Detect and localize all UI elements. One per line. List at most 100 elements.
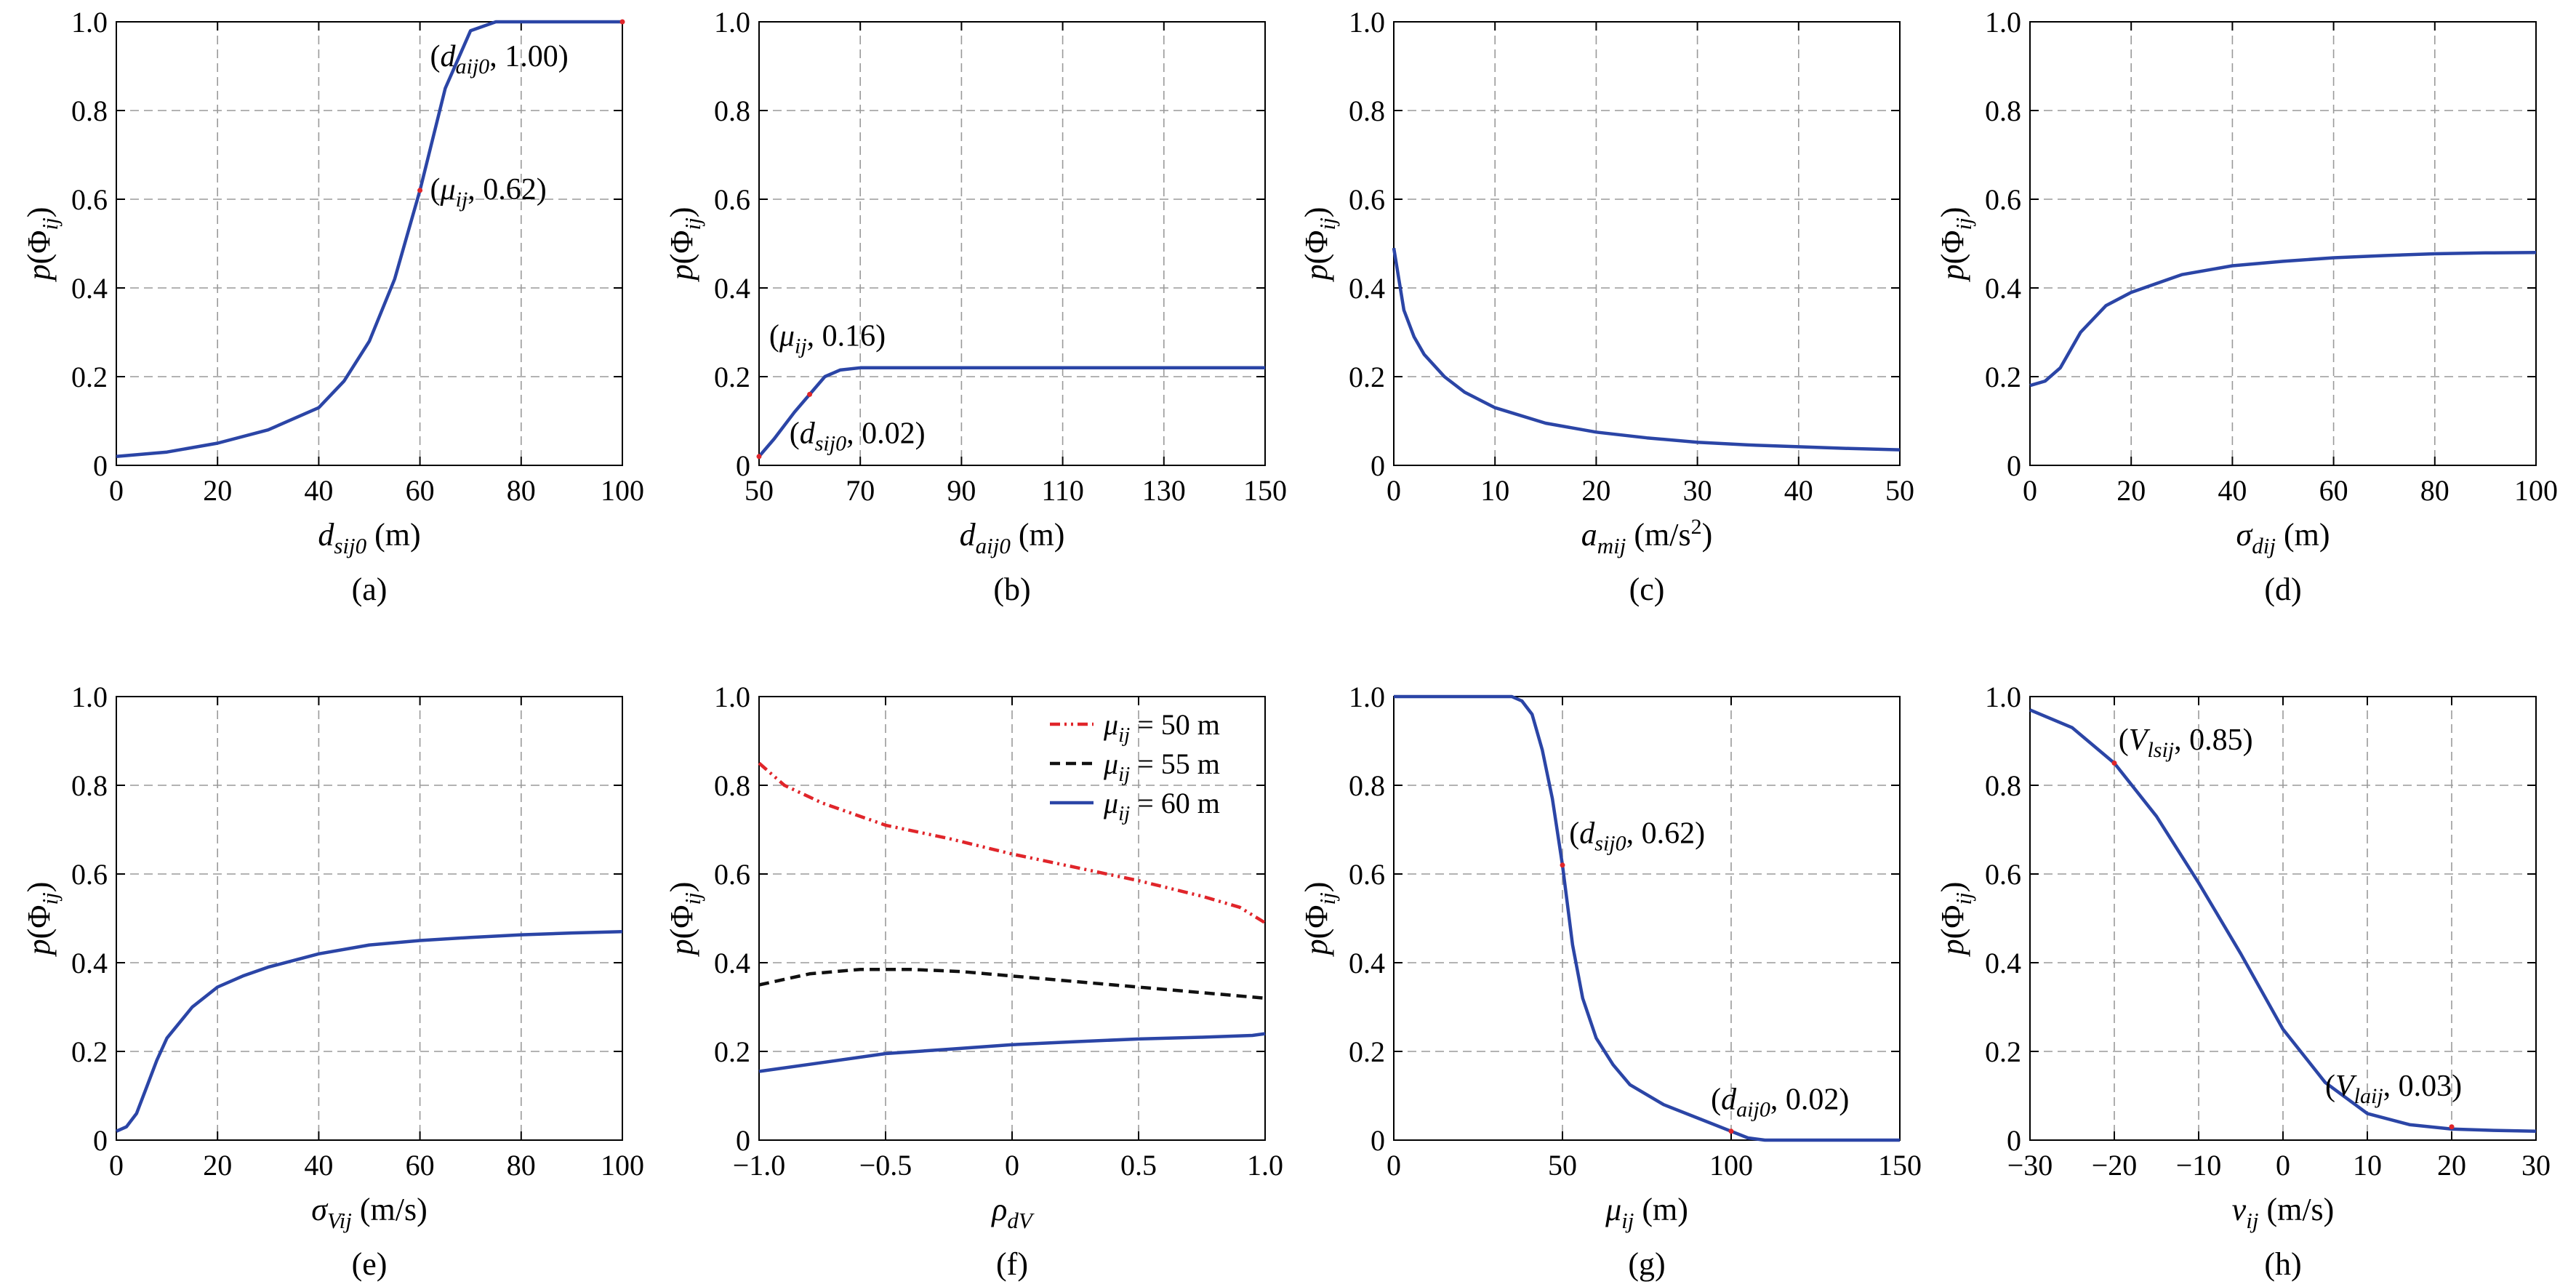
panel-caption: (h) [2264, 1246, 2301, 1282]
marker-point [807, 391, 813, 397]
x-tick-label: 90 [947, 474, 976, 507]
panel-e: 0 20 40 60 80 100 0 0.2 0.4 0.6 0.8 1.0 p(Φij) σVij (… [21, 681, 644, 1282]
y-tick-label: 0 [93, 449, 108, 482]
y-tick-label: 0.4 [714, 947, 750, 979]
annotation-label: (dsij0, 0.02) [790, 417, 926, 456]
y-tick-label: 0.8 [71, 769, 108, 802]
marker-point [756, 454, 762, 460]
x-tick-label: 50 [745, 474, 774, 507]
legend-label: μij = 50 m [1103, 708, 1220, 747]
x-tick-label: 20 [203, 1149, 232, 1182]
x-tick-label: 30 [2521, 1149, 2551, 1182]
x-tick-label: 0 [1005, 1149, 1019, 1182]
y-tick-label: 0.8 [714, 769, 750, 802]
x-tick-label: 30 [1683, 474, 1712, 507]
series-line-2 [758, 1032, 1266, 1073]
x-tick-label: 10 [2353, 1149, 2382, 1182]
x-tick-label: 100 [601, 1149, 644, 1182]
panel-caption: (f) [996, 1246, 1028, 1282]
marker-point [417, 188, 423, 193]
x-axis-label: vij (m/s) [2232, 1192, 2335, 1233]
series-line-0 [1392, 247, 1901, 452]
x-axis-label: amij (m/s2) [1581, 515, 1713, 558]
y-tick-label: 0.8 [714, 95, 750, 127]
y-tick-label: 1.0 [71, 681, 108, 713]
y-tick-label: 0.6 [71, 858, 108, 891]
y-tick-label: 0.4 [714, 272, 750, 305]
y-tick-label: 0.6 [71, 183, 108, 216]
x-tick-label: 110 [1041, 474, 1084, 507]
y-tick-label: 0.4 [1349, 272, 1385, 305]
y-tick-label: 0.4 [1349, 947, 1385, 979]
series-line-0 [1394, 694, 1900, 1142]
annotation-label: (daij0, 0.02) [1711, 1083, 1849, 1121]
y-tick-label: 0.2 [1349, 1035, 1385, 1068]
y-tick-label: 1.0 [714, 681, 750, 713]
annotation-label: (μij, 0.16) [769, 319, 886, 358]
x-tick-label: 20 [2437, 1149, 2466, 1182]
x-tick-label: 100 [2514, 474, 2558, 507]
y-tick-label: 1.0 [1349, 6, 1385, 39]
y-tick-label: 0 [1371, 449, 1385, 482]
marker-point [2111, 761, 2117, 766]
axes-frame [758, 21, 1266, 466]
annotation-label: (μij, 0.62) [430, 173, 547, 212]
legend-label: μij = 60 m [1103, 787, 1220, 825]
x-axis-label: σVij (m/s) [311, 1192, 427, 1233]
marker-point [1560, 862, 1565, 868]
series-line-0 [758, 366, 1265, 458]
x-tick-label: 0 [109, 1149, 124, 1182]
x-tick-label: 0.5 [1120, 1149, 1157, 1182]
y-axis-label: p(Φij) [1299, 882, 1340, 958]
y-tick-label: 1.0 [1985, 6, 2021, 39]
x-tick-label: 60 [406, 474, 435, 507]
y-tick-label: 0.4 [71, 272, 108, 305]
x-tick-label: 40 [304, 474, 333, 507]
x-tick-label: −10 [2176, 1149, 2222, 1182]
x-tick-label: 60 [406, 1149, 435, 1182]
x-tick-label: 10 [1480, 474, 1509, 507]
series-line-0 [116, 20, 622, 459]
y-tick-label: 1.0 [1349, 681, 1385, 713]
x-tick-label: 0 [1387, 474, 1401, 507]
y-axis-label: p(Φij) [21, 207, 63, 283]
y-tick-label: 0.2 [714, 1035, 750, 1068]
y-tick-label: 0 [736, 449, 750, 482]
annotation-label: (Vlaij, 0.03) [2325, 1070, 2462, 1108]
x-tick-label: 100 [601, 474, 644, 507]
x-axis-label: dsij0 (m) [318, 517, 420, 558]
x-tick-label: −30 [2007, 1149, 2053, 1182]
y-tick-label: 1.0 [714, 6, 750, 39]
axes-frame [2029, 21, 2537, 466]
x-tick-label: −20 [2092, 1149, 2138, 1182]
series-line-0 [758, 761, 1267, 925]
y-tick-label: 0.2 [71, 361, 108, 393]
y-tick-label: 0.6 [714, 183, 750, 216]
x-tick-label: 130 [1142, 474, 1186, 507]
x-axis-label: μij (m) [1605, 1192, 1688, 1233]
y-axis-label: p(Φij) [664, 882, 705, 958]
x-tick-label: 50 [1548, 1149, 1577, 1182]
x-axis-label: ρdV [990, 1192, 1035, 1233]
y-axis-label: p(Φij) [1935, 882, 1976, 958]
panel-caption: (e) [352, 1246, 388, 1282]
panel-b: 50 70 90 110 130 150 0 0.2 0.4 0.6 0.8 1.0 (μij, 0.1… [664, 6, 1287, 607]
x-tick-label: 20 [2116, 474, 2146, 507]
x-tick-label: 80 [507, 474, 536, 507]
y-tick-label: 0 [736, 1124, 750, 1157]
legend-label: μij = 55 m [1103, 747, 1220, 786]
x-tick-label: 100 [1709, 1149, 1753, 1182]
annotation-label: (Vlsij, 0.85) [2119, 723, 2253, 762]
y-tick-label: 0.2 [1985, 361, 2021, 393]
panel-a: 0 20 40 60 80 100 0 0.2 0.4 0.6 0.8 1.0 (daij0, 1.00… [21, 6, 644, 607]
panel-caption: (c) [1629, 572, 1665, 607]
x-tick-label: 0 [2023, 474, 2037, 507]
x-tick-label: 0 [109, 474, 124, 507]
panel-caption: (b) [993, 572, 1030, 607]
y-axis-label: p(Φij) [664, 207, 705, 283]
y-tick-label: 0.8 [1349, 769, 1385, 802]
x-tick-label: 80 [2420, 474, 2449, 507]
x-tick-label: 1.0 [1247, 1149, 1283, 1182]
